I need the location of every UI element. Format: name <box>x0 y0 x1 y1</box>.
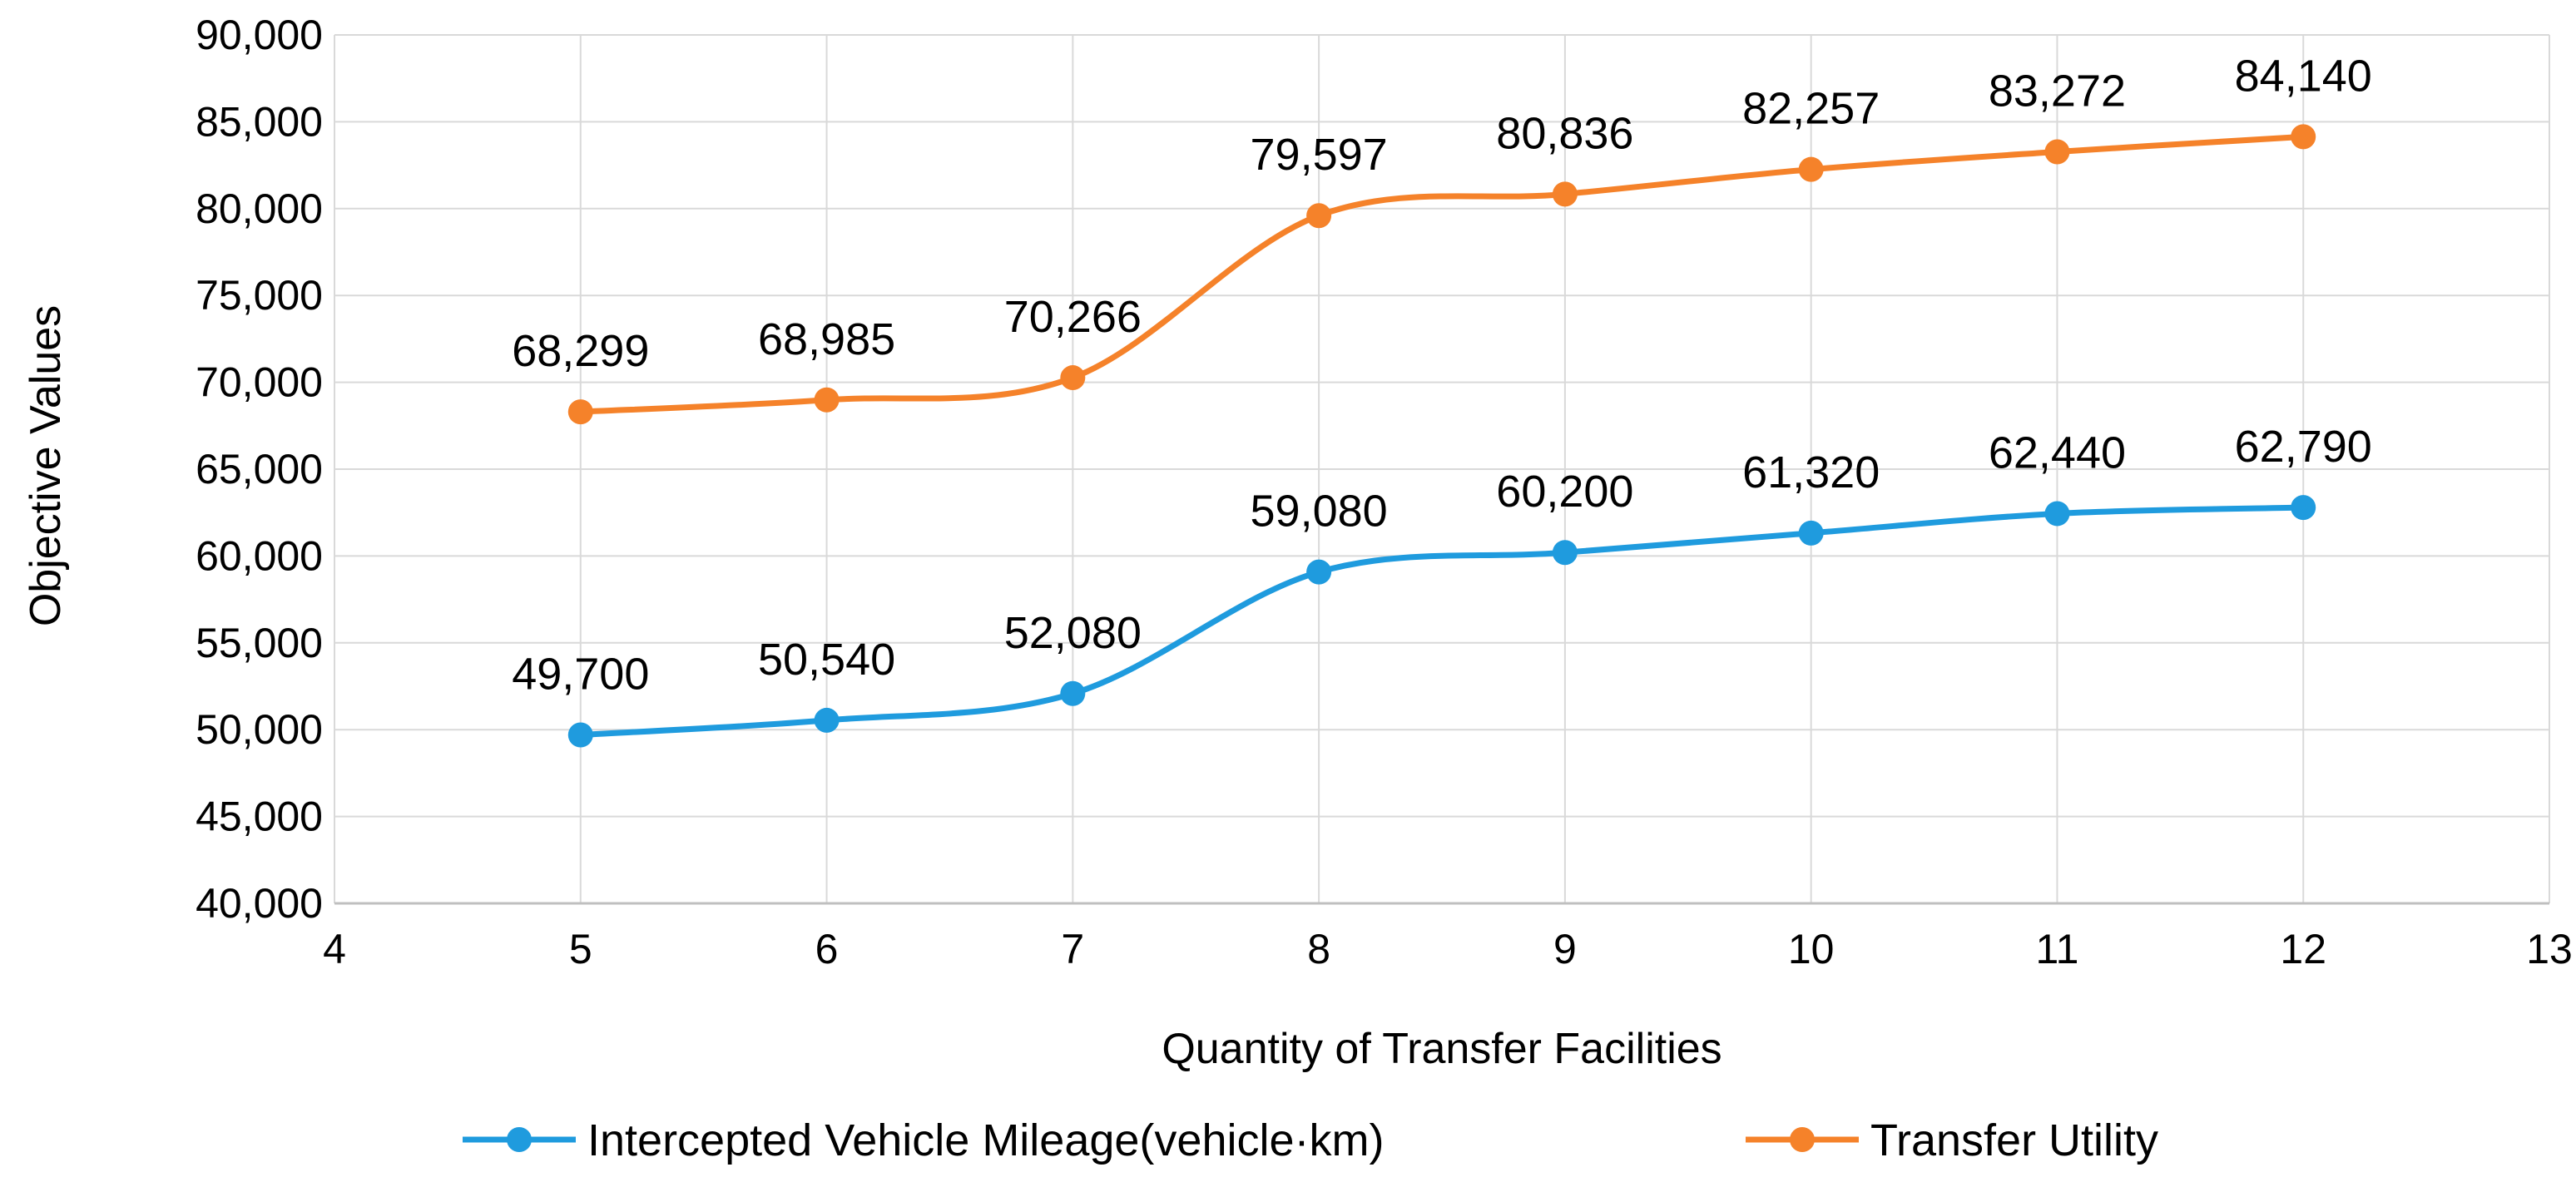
x-tick-label: 12 <box>2280 926 2326 972</box>
x-tick-label: 4 <box>323 926 346 972</box>
data-label: 79,597 <box>1251 130 1388 180</box>
y-tick-label: 60,000 <box>196 532 323 579</box>
gridlines <box>334 34 2550 904</box>
y-tick-label: 55,000 <box>196 620 323 666</box>
x-tick-label: 5 <box>569 926 592 972</box>
x-tick-label: 10 <box>1788 926 1835 972</box>
tick-labels: 40,000 45,000 50,000 55,000 60,000 65,000 70,0… <box>196 12 2573 972</box>
data-point <box>2044 139 2070 165</box>
data-point <box>1552 540 1578 566</box>
data-point <box>1060 680 1086 706</box>
data-label: 80,836 <box>1496 108 1633 158</box>
y-tick-label: 70,000 <box>196 359 323 406</box>
data-labels: 49,700 50,540 52,080 59,080 60,200 61,320 62,4… <box>512 51 2372 699</box>
data-label: 84,140 <box>2235 51 2372 101</box>
data-point <box>2291 495 2316 521</box>
y-tick-label: 50,000 <box>196 706 323 753</box>
data-point <box>1798 156 1824 182</box>
x-tick-label: 9 <box>1553 926 1577 972</box>
data-point <box>567 399 593 425</box>
data-point <box>1798 520 1824 546</box>
series-line-0 <box>577 504 2306 738</box>
data-point <box>1552 181 1578 207</box>
legend-label-1: Transfer Utility <box>1870 1115 2158 1165</box>
data-point <box>1306 203 1332 229</box>
data-point <box>1060 365 1086 391</box>
data-label: 68,985 <box>758 314 895 364</box>
data-label: 52,080 <box>1004 608 1142 658</box>
data-label: 50,540 <box>758 635 895 685</box>
data-label: 68,299 <box>512 326 649 376</box>
data-label: 60,200 <box>1496 467 1633 517</box>
y-tick-label: 75,000 <box>196 272 323 319</box>
data-point <box>1306 559 1332 585</box>
data-point <box>814 707 840 733</box>
series-line-1 <box>577 133 2306 415</box>
data-label: 62,790 <box>2235 422 2372 472</box>
x-axis-title: Quantity of Transfer Facilities <box>1162 1025 1721 1073</box>
legend-label-0: Intercepted Vehicle Mileage(vehicle·km) <box>587 1115 1384 1165</box>
data-label: 83,272 <box>1989 66 2126 116</box>
data-label: 82,257 <box>1742 84 1880 134</box>
y-tick-label: 40,000 <box>196 880 323 927</box>
x-tick-label: 6 <box>815 926 839 972</box>
data-label: 62,440 <box>1989 428 2126 477</box>
y-tick-label: 45,000 <box>196 794 323 840</box>
x-tick-label: 11 <box>2035 926 2078 972</box>
y-tick-label: 90,000 <box>196 12 323 58</box>
legend-marker-1 <box>1790 1127 1815 1152</box>
series-layer <box>567 124 2316 748</box>
data-label: 61,320 <box>1742 448 1880 497</box>
x-tick-label: 7 <box>1061 926 1084 972</box>
data-label: 70,266 <box>1004 292 1142 342</box>
y-tick-label: 65,000 <box>196 446 323 492</box>
legend-marker-0 <box>507 1127 532 1152</box>
data-point <box>567 722 593 748</box>
x-tick-label: 8 <box>1307 926 1330 972</box>
data-point <box>2291 124 2316 150</box>
y-axis-title: Objective Values <box>22 305 70 626</box>
data-label: 59,080 <box>1251 487 1388 537</box>
y-tick-label: 85,000 <box>196 98 323 145</box>
y-tick-label: 80,000 <box>196 185 323 232</box>
data-point <box>814 387 840 413</box>
data-label: 49,700 <box>512 649 649 699</box>
legend: Intercepted Vehicle Mileage(vehicle·km) T… <box>463 1115 2158 1165</box>
x-tick-label: 13 <box>2526 926 2573 972</box>
data-point <box>2044 501 2070 527</box>
